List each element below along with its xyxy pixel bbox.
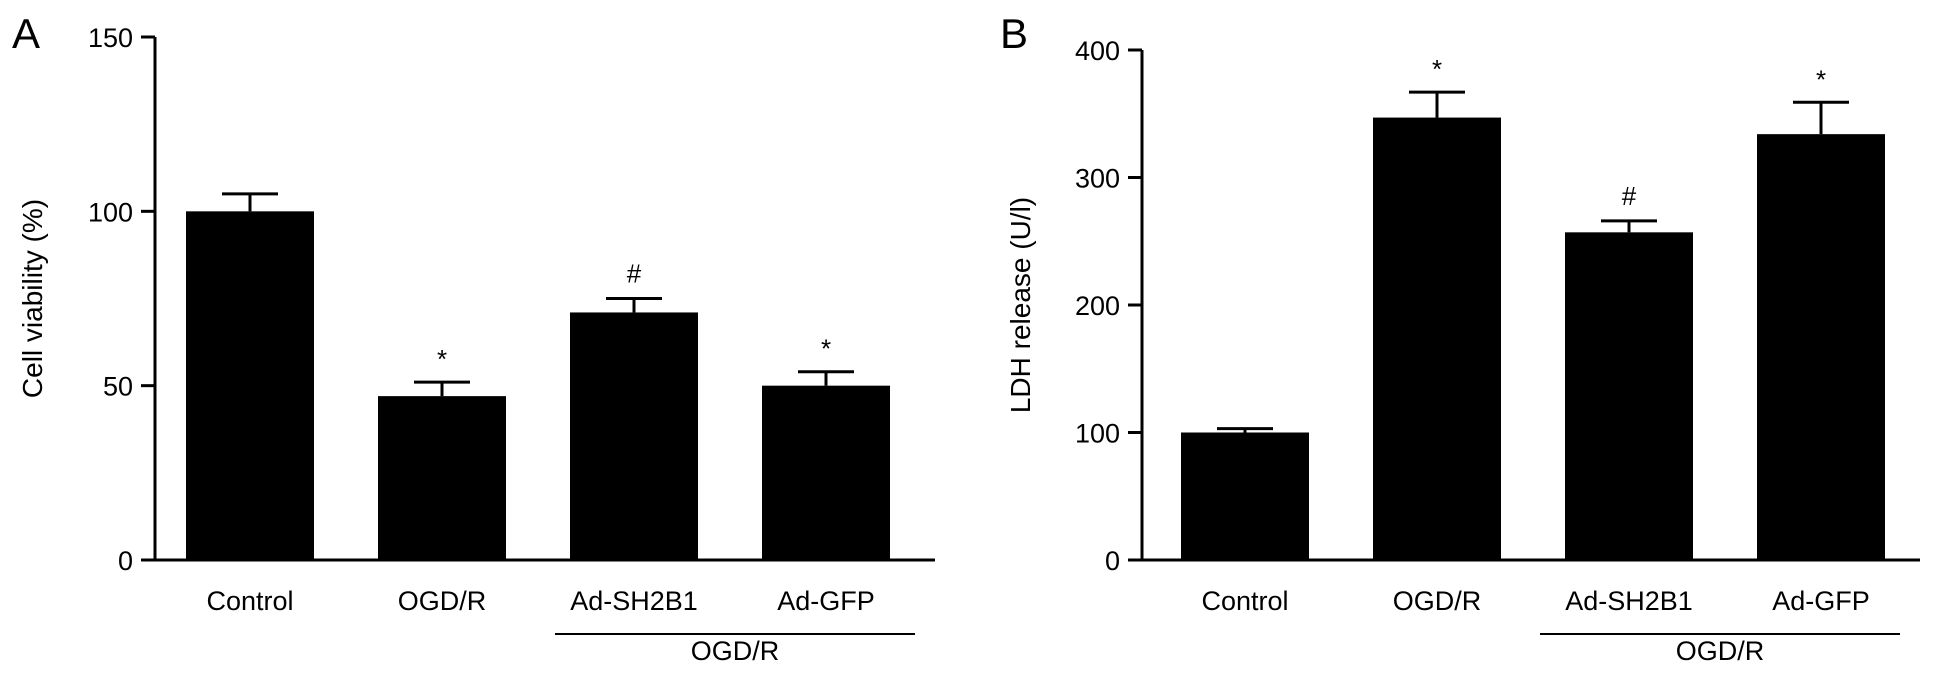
x-tick-label: Control	[1201, 586, 1288, 616]
bar	[1373, 117, 1501, 560]
bar	[1565, 232, 1693, 560]
bar	[762, 385, 890, 560]
y-tick-label: 50	[103, 372, 133, 402]
y-tick-label: 100	[1075, 419, 1120, 449]
bar	[186, 211, 314, 561]
significance-mark: #	[1622, 181, 1637, 211]
x-tick-label: OGD/R	[1393, 586, 1482, 616]
y-tick-label: 0	[1105, 546, 1120, 576]
bar	[1757, 134, 1885, 560]
x-tick-label: Ad-GFP	[1772, 586, 1870, 616]
y-axis-title: Cell viability (%)	[17, 199, 48, 398]
panel-a-chart: A 0 50 100 150 Cell viability (%) Control * OGD/…	[12, 10, 935, 666]
bar	[570, 312, 698, 560]
group-label: OGD/R	[1676, 636, 1765, 666]
significance-mark: *	[821, 334, 831, 364]
y-tick-label: 200	[1075, 291, 1120, 321]
panel-letter: B	[1000, 10, 1028, 57]
significance-mark: #	[627, 259, 642, 289]
significance-mark: *	[437, 344, 447, 374]
group-label: OGD/R	[691, 636, 780, 666]
x-tick-label: Ad-SH2B1	[1565, 586, 1693, 616]
x-tick-label: OGD/R	[398, 586, 487, 616]
x-tick-label: Ad-GFP	[777, 586, 875, 616]
significance-mark: *	[1816, 64, 1826, 94]
panel-b-chart: B 0 100 200 300 400 LDH release (U/l) Control * O…	[1000, 10, 1920, 666]
y-tick-label: 0	[118, 546, 133, 576]
bar	[378, 396, 506, 560]
y-tick-label: 300	[1075, 164, 1120, 194]
bar	[1181, 432, 1309, 560]
y-tick-label: 150	[88, 23, 133, 53]
x-tick-label: Control	[206, 586, 293, 616]
y-tick-label: 400	[1075, 36, 1120, 66]
significance-mark: *	[1432, 54, 1442, 84]
x-tick-label: Ad-SH2B1	[570, 586, 698, 616]
y-axis-title: LDH release (U/l)	[1005, 197, 1036, 413]
y-tick-label: 100	[88, 197, 133, 227]
panel-letter: A	[12, 10, 40, 57]
